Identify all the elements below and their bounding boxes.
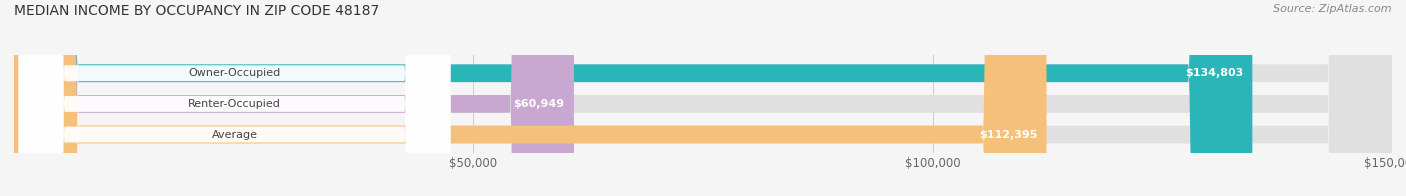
FancyBboxPatch shape — [18, 0, 450, 196]
Text: $112,395: $112,395 — [979, 130, 1038, 140]
FancyBboxPatch shape — [14, 0, 1392, 196]
Text: Renter-Occupied: Renter-Occupied — [188, 99, 281, 109]
Text: $134,803: $134,803 — [1185, 68, 1243, 78]
FancyBboxPatch shape — [18, 0, 450, 196]
Text: $60,949: $60,949 — [513, 99, 565, 109]
Text: Owner-Occupied: Owner-Occupied — [188, 68, 281, 78]
Text: Source: ZipAtlas.com: Source: ZipAtlas.com — [1274, 4, 1392, 14]
FancyBboxPatch shape — [14, 0, 1253, 196]
FancyBboxPatch shape — [14, 0, 1046, 196]
Text: Average: Average — [211, 130, 257, 140]
Text: MEDIAN INCOME BY OCCUPANCY IN ZIP CODE 48187: MEDIAN INCOME BY OCCUPANCY IN ZIP CODE 4… — [14, 4, 380, 18]
FancyBboxPatch shape — [14, 0, 574, 196]
FancyBboxPatch shape — [18, 0, 450, 196]
FancyBboxPatch shape — [14, 0, 1392, 196]
FancyBboxPatch shape — [14, 0, 1392, 196]
